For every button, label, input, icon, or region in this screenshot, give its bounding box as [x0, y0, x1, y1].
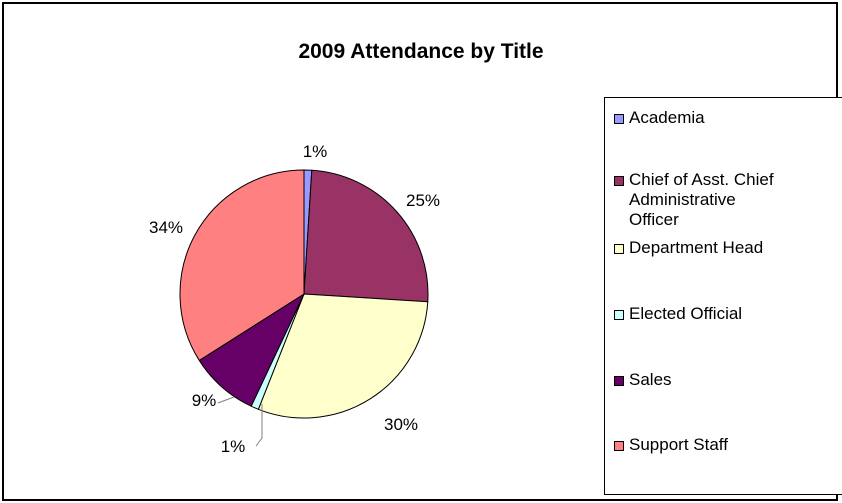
legend-label: Academia: [629, 108, 705, 127]
legend-swatch: [614, 441, 624, 451]
pie-slices: [179, 169, 429, 419]
pie-slice-chief-of-asst-chief-administrative-officer: [303, 169, 429, 303]
legend-swatch: [614, 176, 624, 186]
leader-line: [255, 404, 263, 447]
legend-label: Elected Official: [629, 304, 743, 323]
data-label: 1%: [221, 437, 246, 456]
legend-label: Support Staff: [629, 435, 728, 454]
data-label: 1%: [303, 142, 328, 161]
data-label: 25%: [406, 191, 440, 210]
data-label: 9%: [192, 391, 217, 410]
legend-label: Sales: [629, 370, 672, 389]
legend-swatch: [614, 310, 624, 320]
pie-slice-support-staff: [179, 169, 305, 362]
legend-swatch: [614, 244, 624, 254]
data-label: 34%: [149, 218, 183, 237]
legend-label: Chief of Asst. Chief Administrative Offi…: [629, 170, 774, 229]
pie-slice-department-head: [257, 293, 429, 419]
data-labels: 1% 25% 30% 1% 9% 34%: [149, 142, 440, 456]
legend-label: Department Head: [629, 238, 764, 257]
leader-lines: [217, 396, 263, 447]
legend-swatch: [614, 376, 624, 386]
legend: Academia Chief of Asst. Chief Administra…: [604, 97, 842, 495]
data-label: 30%: [384, 415, 418, 434]
legend-swatch: [614, 114, 624, 124]
leader-line: [217, 396, 235, 404]
chart-title: 2009 Attendance by Title: [298, 40, 544, 63]
